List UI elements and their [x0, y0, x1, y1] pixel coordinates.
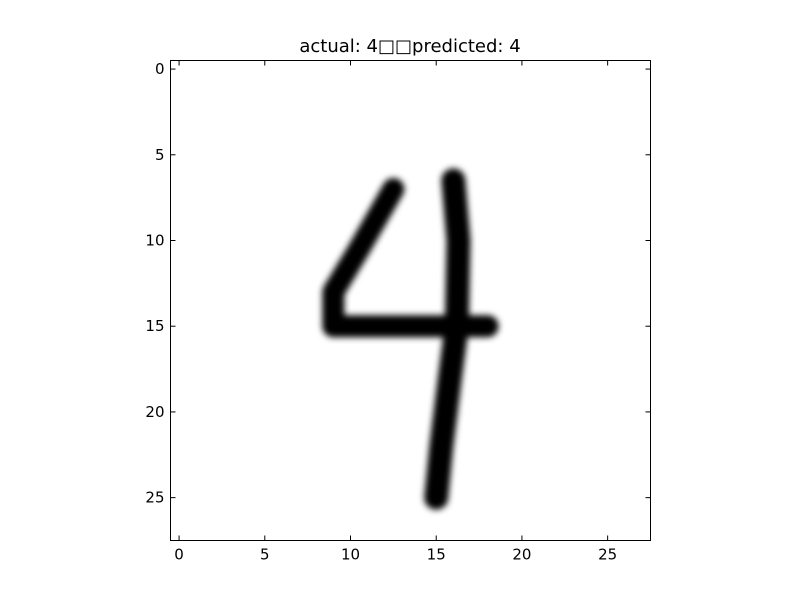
y-tick-label: 15 — [145, 317, 164, 335]
digit-strokes — [322, 168, 499, 510]
x-tick-label: 0 — [174, 546, 184, 564]
x-tick-label: 5 — [260, 546, 270, 564]
chart-title: actual: 4□□predicted: 4 — [299, 36, 520, 57]
x-tick-label: 15 — [427, 546, 446, 564]
y-tick-label: 5 — [155, 146, 165, 164]
y-tick-label: 0 — [155, 60, 165, 78]
x-tick-label: 25 — [598, 546, 617, 564]
y-tick-label: 25 — [145, 489, 164, 507]
x-tick-label: 10 — [341, 546, 360, 564]
plot-frame — [170, 60, 651, 541]
digit-stroke-vertical — [424, 168, 471, 510]
digit-stroke-left-diagonal — [322, 178, 405, 338]
y-axis: 0 5 10 15 20 25 — [145, 60, 651, 507]
y-tick-label: 20 — [145, 403, 164, 421]
y-tick-label: 10 — [145, 232, 164, 250]
x-axis: 0 5 10 15 20 25 — [174, 60, 617, 564]
x-tick-label: 20 — [512, 546, 531, 564]
digit-image — [322, 168, 499, 510]
